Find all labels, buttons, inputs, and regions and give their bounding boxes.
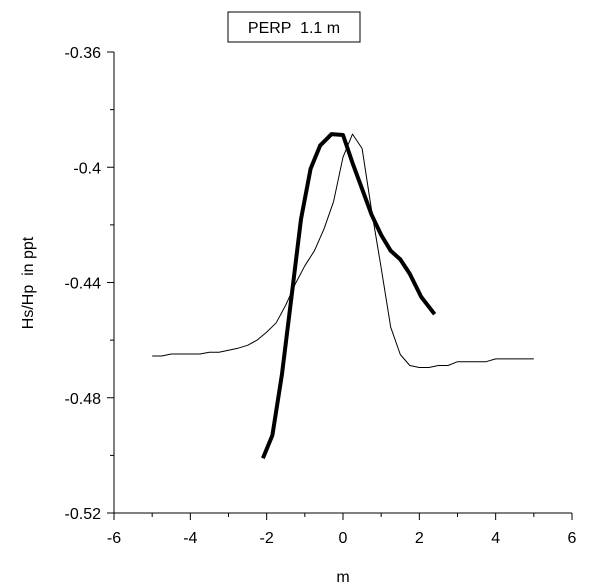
x-tick-label: -2 [260, 530, 274, 547]
y-tick-label: -0.44 [65, 276, 102, 293]
y-tick-label: -0.36 [65, 45, 102, 62]
y-axis-ticks: -0.36 -0.4 -0.44 -0.48 -0.52 [65, 45, 114, 523]
series-group [152, 132, 534, 460]
y-tick-label: -0.52 [65, 506, 102, 523]
chart-title-box: PERP 1.1 m [227, 11, 361, 43]
axes [113, 52, 572, 514]
x-tick-label: 4 [491, 530, 500, 547]
y-tick-label: -0.4 [73, 160, 101, 177]
x-axis-label: m [336, 569, 349, 585]
y-axis-label: Hs/Hp in ppt [20, 236, 37, 329]
series-line-thin [152, 133, 534, 368]
series-line-thick [261, 132, 437, 460]
y-tick-label: -0.48 [65, 391, 102, 408]
x-axis-ticks: -6 -4 -2 0 2 4 6 [107, 513, 577, 547]
x-tick-label: 2 [415, 530, 424, 547]
x-tick-label: -4 [183, 530, 197, 547]
chart-title: PERP 1.1 m [248, 20, 340, 37]
x-tick-label: 0 [339, 530, 348, 547]
x-tick-label: -6 [107, 530, 121, 547]
x-tick-label: 6 [568, 530, 577, 547]
